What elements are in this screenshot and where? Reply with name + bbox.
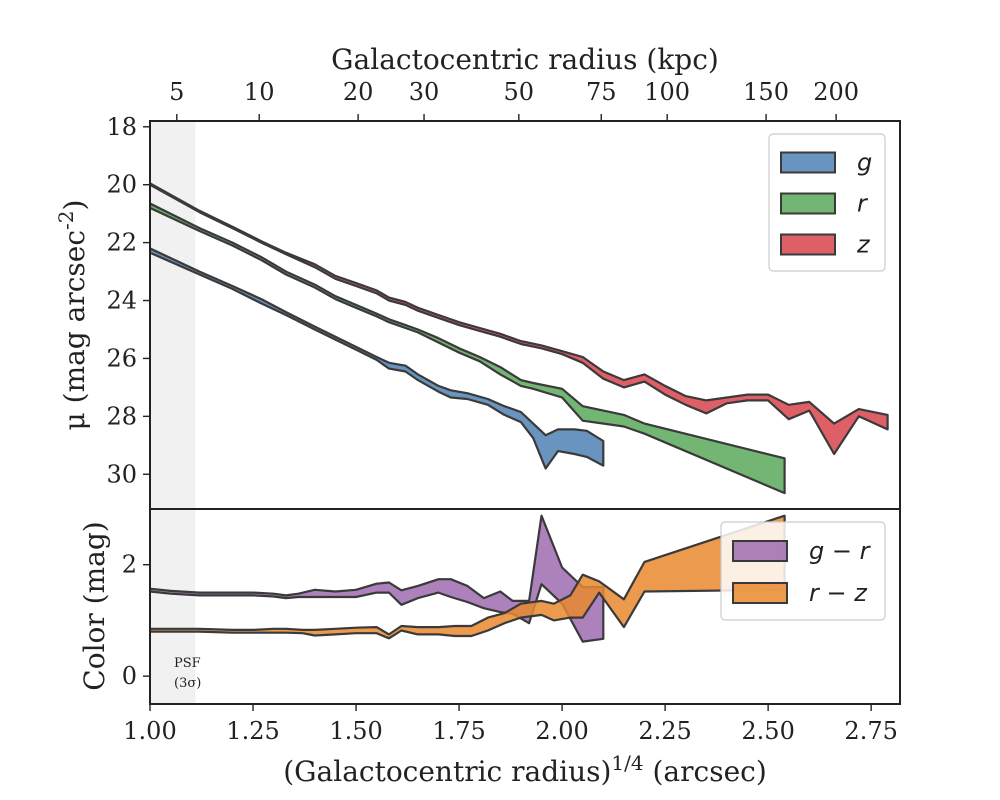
axis-labels: μ (mag arcsec-2​) Color (mag) (Galactocent…	[54, 43, 767, 788]
surface-brightness-panel: 18 20 22 24 26 28 30 5 10 20 30 50 75 100 150 200 grz	[106, 78, 901, 510]
kpc-tick-label: 75	[586, 78, 617, 106]
y-tick-label: 28	[106, 402, 137, 430]
y-tick-label: 24	[106, 287, 137, 315]
legend-label: g − r	[809, 537, 872, 565]
kpc-tick-label: 100	[644, 78, 690, 106]
kpc-tick-label: 150	[743, 78, 789, 106]
psf-region	[150, 509, 196, 704]
y-axis-title: Color (mag)	[78, 521, 111, 690]
band-g	[150, 247, 605, 470]
y-tick-label: 18	[106, 113, 137, 141]
bottom-frame	[149, 508, 901, 705]
y-axis-title: μ (mag arcsec-2​)	[54, 200, 91, 431]
x-tick-label: 1.00	[123, 717, 176, 745]
kpc-tick-label: 200	[813, 78, 859, 106]
x-tick-label: 2.50	[741, 717, 794, 745]
legend-swatch	[732, 540, 788, 562]
band-gr	[150, 514, 605, 643]
kpc-tick-label: 5	[169, 78, 184, 106]
y-tick-label: 30	[106, 460, 137, 488]
legend-swatch	[780, 192, 836, 215]
legend-label: z	[856, 231, 871, 259]
legend-swatch	[780, 233, 836, 256]
color-panel: 0 2 1.00 1.25 1.50 1.75 2.00 2.25 2.50 2.75 PSF (3σ…	[122, 508, 901, 745]
x-tick-label: 1.25	[226, 717, 279, 745]
x-tick-label: 2.25	[638, 717, 691, 745]
x-tick-label: 2.75	[844, 717, 897, 745]
x-axis-title: (Galactocentric radius)1/4​ (arcsec)	[283, 751, 767, 788]
y-tick-label: 26	[106, 344, 137, 372]
kpc-tick-label: 20	[343, 78, 374, 106]
x-tick-label: 1.75	[432, 717, 485, 745]
legend-swatch	[732, 582, 788, 604]
y-tick-label: 0	[122, 662, 137, 690]
x-tick-label: 2.00	[535, 717, 588, 745]
legend-label: g	[857, 149, 872, 177]
psf-label: (3σ)	[174, 676, 201, 691]
legend: grz	[768, 133, 886, 272]
band-r	[150, 202, 786, 495]
y-tick-label: 20	[106, 171, 137, 199]
legend: g − r r − z	[720, 521, 886, 621]
psf-label: PSF	[174, 656, 201, 671]
legend-label: r	[857, 190, 869, 218]
x-tick-label: 1.50	[329, 717, 382, 745]
kpc-tick-label: 50	[504, 78, 535, 106]
legend-label: r − z	[809, 579, 868, 607]
kpc-tick-label: 30	[409, 78, 440, 106]
y-tick-label: 2	[122, 551, 137, 579]
kpc-tick-label: 10	[244, 78, 275, 106]
psf-region	[150, 121, 196, 509]
band-z	[150, 182, 889, 456]
legend-swatch	[780, 151, 836, 174]
y-tick-label: 22	[106, 229, 137, 257]
secondary-x-axis-title: Galactocentric radius (kpc)	[331, 43, 719, 76]
band-rz	[150, 514, 786, 640]
